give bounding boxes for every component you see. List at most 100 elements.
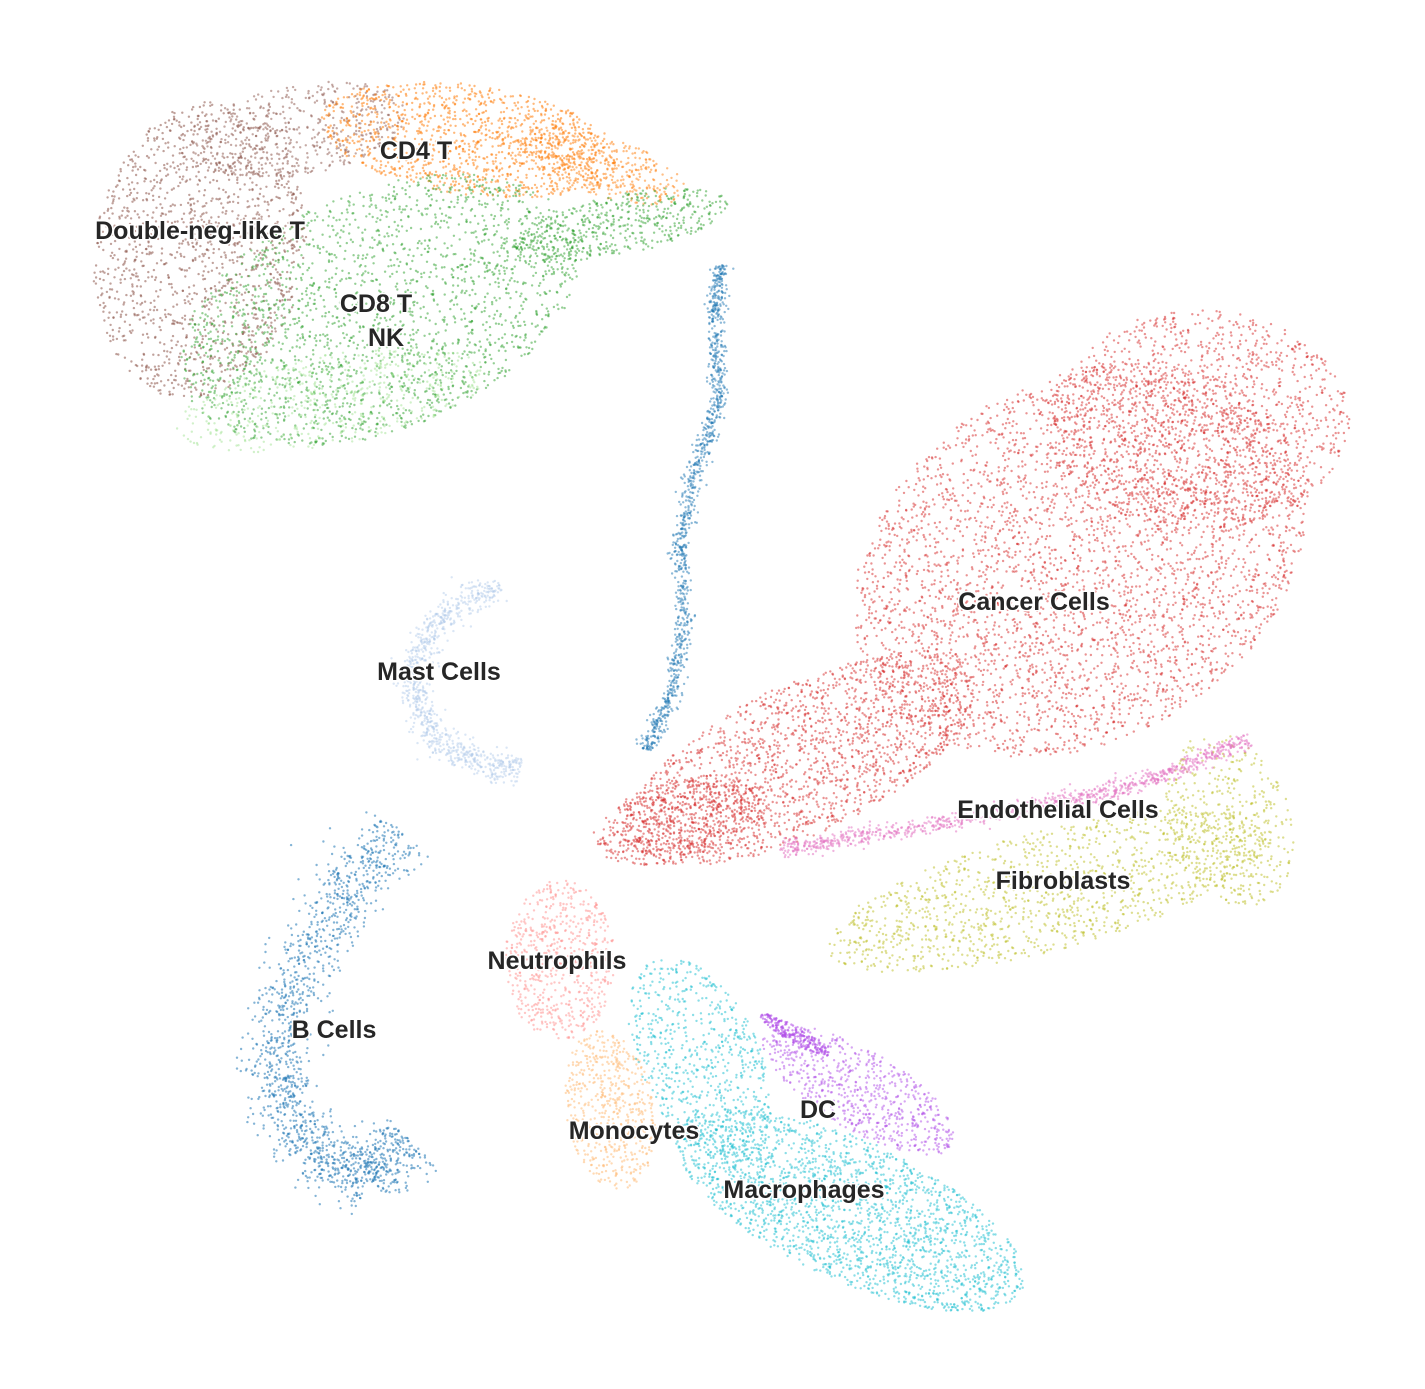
scatter-point [469,209,473,212]
scatter-point [423,239,427,242]
scatter-point [508,166,511,169]
scatter-point [149,319,153,322]
scatter-point [451,374,454,378]
scatter-point [108,217,111,220]
scatter-point [365,139,368,143]
scatter-point [347,123,351,127]
scatter-point [590,188,593,191]
scatter-point [469,98,472,101]
scatter-point [239,235,242,238]
scatter-point [459,177,462,180]
scatter-point [218,197,222,200]
scatter-point [210,322,214,325]
scatter-point [205,120,209,123]
scatter-point [283,186,286,189]
scatter-point [564,171,567,174]
scatter-point [191,297,194,301]
scatter-point [273,237,276,240]
scatter-point [205,304,208,307]
scatter-point [332,135,335,138]
scatter-point [432,87,435,90]
scatter-point [613,149,616,153]
scatter-point [499,315,502,318]
scatter-point [258,371,261,374]
scatter-point [450,359,454,363]
scatter-point [390,390,393,394]
scatter-point [175,119,178,122]
scatter-point [412,180,415,183]
scatter-point [396,353,399,357]
scatter-point [243,322,246,325]
scatter-point [214,290,218,293]
scatter-point [405,118,409,121]
scatter-point [505,107,509,110]
scatter-point [467,93,470,96]
scatter-point [281,299,284,302]
scatter-point [229,152,232,155]
scatter-point [321,385,324,388]
scatter-point [519,231,523,235]
scatter-point [624,145,627,148]
scatter-point [501,207,504,210]
scatter-point [203,114,207,118]
scatter-point [474,155,478,158]
scatter-point [560,282,564,285]
scatter-point [361,254,365,257]
scatter-point [138,318,141,321]
scatter-point [270,321,273,324]
scatter-point [277,179,281,182]
scatter-point [470,87,473,91]
scatter-point [603,132,606,135]
scatter-point [552,268,555,271]
scatter-point [92,280,96,283]
scatter-point [140,341,144,344]
scatter-point [195,292,198,296]
scatter-point [227,228,230,231]
scatter-point [185,158,188,161]
scatter-point [181,178,184,181]
scatter-point [613,164,617,167]
scatter-point [178,175,182,179]
scatter-point [356,97,359,101]
scatter-point [111,212,114,215]
scatter-point [109,254,113,258]
scatter-point [386,404,389,407]
scatter-point [229,361,233,364]
scatter-point [502,241,505,245]
scatter-point [264,254,267,258]
scatter-point [434,322,437,326]
scatter-point [484,109,488,113]
scatter-point [230,325,234,328]
scatter-point [149,384,152,388]
scatter-point [294,198,297,201]
scatter-point [163,343,166,346]
scatter-point [159,389,162,392]
scatter-point [546,103,549,106]
scatter-point [271,127,274,130]
scatter-point [265,114,269,117]
scatter-point [335,100,338,104]
scatter-point [361,96,364,100]
scatter-point [524,114,527,117]
scatter-point [621,175,624,178]
scatter-point [132,165,135,169]
scatter-point [327,365,330,368]
scatter-point [397,230,401,233]
scatter-point [435,86,438,89]
scatter-point [610,188,613,191]
scatter-point [487,96,491,100]
scatter-point [568,188,571,191]
scatter-point [130,158,134,161]
scatter-point [150,245,153,248]
scatter-point [453,166,456,169]
scatter-point [616,186,620,189]
scatter-point [498,97,502,101]
scatter-point [504,95,507,98]
scatter-point [193,329,197,332]
scatter-point [319,333,322,337]
scatter-point [360,143,363,147]
scatter-point [188,379,191,383]
scatter-point [518,112,521,116]
scatter-point [254,98,258,101]
scatter-point [132,306,136,310]
